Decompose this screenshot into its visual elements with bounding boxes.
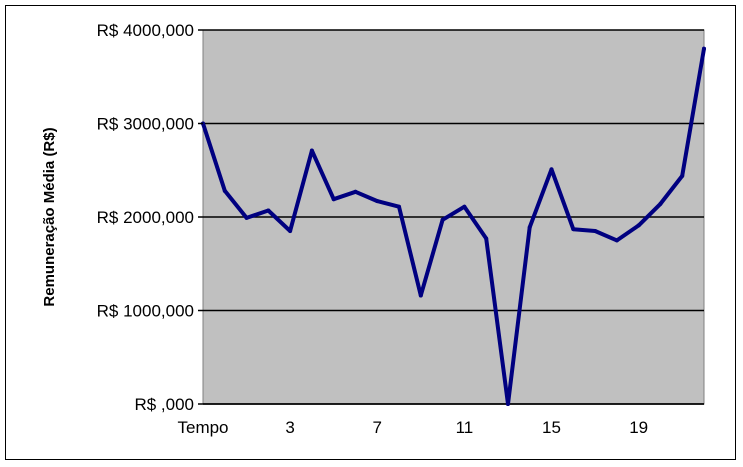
data-point — [527, 225, 532, 230]
line-chart: R$ ,000 R$ 1000,000 R$ 2000,000 R$ 3000,000… — [41, 21, 706, 437]
gridlines — [203, 29, 704, 405]
data-point — [571, 227, 576, 232]
data-point — [549, 167, 554, 172]
x-tick-label: 19 — [629, 418, 648, 437]
series-line — [201, 46, 706, 406]
y-tick-label: R$ 3000,000 — [97, 115, 194, 134]
data-point — [309, 148, 314, 153]
y-tick-label: R$ 2000,000 — [97, 208, 194, 227]
data-point — [505, 402, 510, 406]
data-point — [288, 229, 293, 234]
data-point — [680, 173, 685, 178]
x-tick-label: 7 — [373, 418, 382, 437]
data-point — [418, 293, 423, 298]
x-tick-label: 3 — [285, 418, 294, 437]
data-point — [484, 236, 489, 241]
data-point — [593, 229, 598, 234]
y-tick-label: R$ ,000 — [134, 395, 194, 414]
data-point — [658, 201, 663, 206]
x-tick-label: 15 — [542, 418, 561, 437]
y-tick-label: R$ 4000,000 — [97, 21, 194, 40]
data-point — [702, 46, 706, 51]
data-point — [440, 217, 445, 222]
chart-frame: R$ ,000 R$ 1000,000 R$ 2000,000 R$ 3000,000… — [5, 5, 736, 460]
x-tick-label: Tempo — [177, 418, 228, 437]
data-point — [353, 189, 358, 194]
data-point — [397, 204, 402, 209]
x-tick-label: 11 — [456, 418, 474, 437]
data-point — [614, 238, 619, 243]
y-axis-tick-labels: R$ ,000 R$ 1000,000 R$ 2000,000 R$ 3000,000… — [97, 21, 203, 414]
y-tick-label: R$ 1000,000 — [97, 302, 194, 321]
data-point — [375, 199, 380, 204]
data-point — [244, 215, 249, 220]
x-axis-tick-labels: Tempo 3 7 11 15 19 — [177, 418, 648, 437]
y-axis-title: Remuneração Média (R$) — [41, 127, 58, 306]
data-point — [636, 223, 641, 228]
data-point — [222, 188, 227, 193]
data-point — [266, 208, 271, 213]
data-point — [331, 197, 336, 202]
data-point — [462, 204, 467, 209]
plot-area — [201, 29, 706, 406]
